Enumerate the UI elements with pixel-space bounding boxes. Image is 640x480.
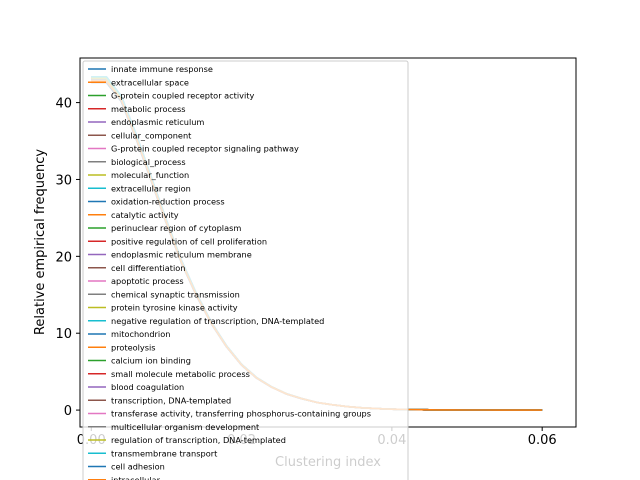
legend-entry-label: negative regulation of transcription, DN… <box>111 316 324 326</box>
legend: innate immune response extracellular spac… <box>82 60 409 480</box>
legend-entry-label: multicellular organism development <box>111 422 260 432</box>
legend-entry-label: transmembrane transport <box>111 448 218 458</box>
y-axis-label: Relative empirical frequency <box>33 149 48 335</box>
legend-entry-label: intracellular <box>111 475 161 480</box>
legend-entry-label: endoplasmic reticulum <box>111 117 204 127</box>
legend-entry-label: catalytic activity <box>111 210 179 220</box>
legend-entry-label: apoptotic process <box>111 276 184 286</box>
legend-entry-label: perinuclear region of cytoplasm <box>111 223 241 233</box>
legend-entry-label: extracellular region <box>111 183 191 193</box>
legend-entry-label: positive regulation of cell proliferatio… <box>111 236 267 246</box>
y-tick-label: 30 <box>55 173 72 188</box>
legend-entry-label: regulation of transcription, DNA-templat… <box>111 435 286 445</box>
legend-entry-label: mitochondrion <box>111 329 170 339</box>
legend-entry-label: G-protein coupled receptor signaling pat… <box>111 144 299 154</box>
legend-entry-label: biological_process <box>111 157 186 167</box>
legend-entry-label: blood coagulation <box>111 382 184 392</box>
legend-entry-label: G-protein coupled receptor activity <box>111 91 254 101</box>
legend-entry-label: innate immune response <box>111 64 213 74</box>
y-tick-label: 40 <box>55 97 72 112</box>
legend-entry-label: endoplasmic reticulum membrane <box>111 250 252 260</box>
legend-entry-label: transcription, DNA-templated <box>111 395 231 405</box>
legend-entry-label: extracellular space <box>111 77 189 87</box>
legend-entry-label: molecular_function <box>111 170 189 180</box>
legend-entry-label: oxidation-reduction process <box>111 197 225 207</box>
y-tick-label: 10 <box>55 327 72 342</box>
y-tick-label: 0 <box>64 404 72 419</box>
x-tick-label: 0.06 <box>528 433 557 448</box>
y-tick-label: 20 <box>55 250 72 265</box>
legend-entry-label: cell adhesion <box>111 462 165 472</box>
legend-entry-label: calcium ion binding <box>111 356 191 366</box>
legend-entry-label: transferase activity, transferring phosp… <box>111 409 371 419</box>
legend-entry-label: metabolic process <box>111 104 186 114</box>
legend-entry-label: small molecule metabolic process <box>111 369 250 379</box>
legend-entry-label: proteolysis <box>111 342 156 352</box>
legend-entry-label: cellular_component <box>111 130 192 140</box>
legend-frame <box>82 60 409 480</box>
legend-entry-label: cell differentiation <box>111 263 185 273</box>
legend-entry-label: chemical synaptic transmission <box>111 289 240 299</box>
legend-entry-label: protein tyrosine kinase activity <box>111 303 238 313</box>
